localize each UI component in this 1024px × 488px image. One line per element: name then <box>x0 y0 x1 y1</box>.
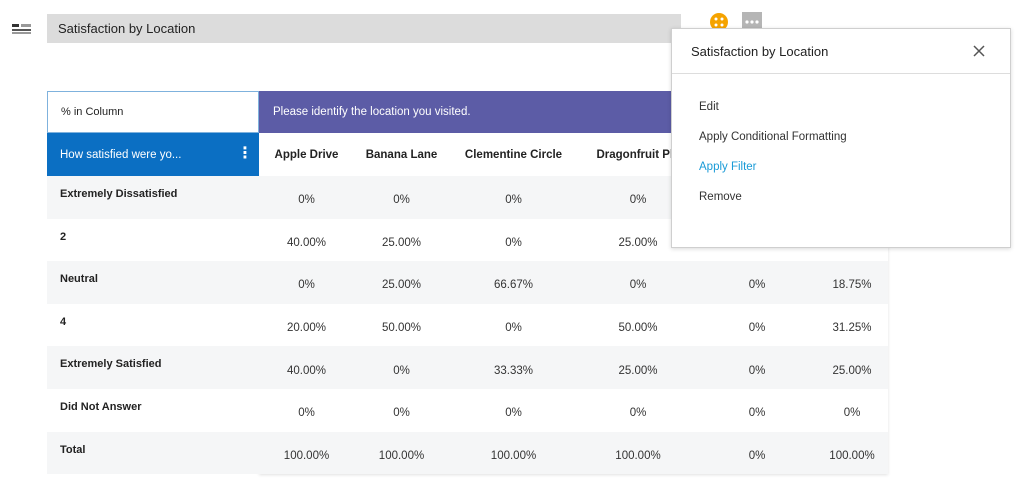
table-cell: 0% <box>505 194 522 207</box>
column-header: Clementine Circle <box>449 133 578 176</box>
table-cell: 0% <box>629 407 647 420</box>
table-cell: 100.00% <box>283 449 330 462</box>
widget-icon[interactable] <box>12 24 31 35</box>
table-cell: 25.00% <box>381 236 421 249</box>
menu-title: Satisfaction by Location <box>691 43 829 59</box>
table-cell: 0% <box>393 194 410 207</box>
table-cell: 25.00% <box>381 279 421 292</box>
row-background <box>47 261 888 304</box>
table-cell: 33.33% <box>493 364 533 377</box>
table-cell: 0% <box>748 364 766 377</box>
table-cell: 50.00% <box>618 322 658 335</box>
table-cell: 0% <box>298 279 315 292</box>
menu-header: Satisfaction by Location <box>672 29 1010 74</box>
table-cell: 66.67% <box>493 279 533 292</box>
table-cell: 100.00% <box>490 449 537 462</box>
row-background <box>47 431 888 475</box>
row-background <box>47 303 888 347</box>
row-background <box>47 389 888 432</box>
table-cell: 0% <box>298 407 315 420</box>
row-label: Total <box>60 443 86 456</box>
table-cell: 0% <box>298 194 315 207</box>
menu-item[interactable]: Apply Conditional Formatting <box>699 131 847 143</box>
table-cell: 40.00% <box>286 364 326 377</box>
column-header: Apple Drive <box>259 133 354 176</box>
table-cell: 31.25% <box>832 322 872 335</box>
table-cell: 25.00% <box>618 364 658 377</box>
close-button[interactable] <box>973 45 985 57</box>
table-cell: 25.00% <box>832 364 872 377</box>
table-cell: 0% <box>748 322 766 335</box>
row-label: Did Not Answer <box>60 401 142 414</box>
table-cell: 0% <box>748 279 766 292</box>
table-cell: 20.00% <box>286 322 326 335</box>
column-header: Banana Lane <box>354 133 449 176</box>
table-cell: 50.00% <box>381 322 421 335</box>
table-cell: 18.75% <box>832 279 872 292</box>
row-label: Extremely Satisfied <box>60 358 162 371</box>
menu-item[interactable]: Remove <box>699 191 742 203</box>
table-cell: 0% <box>843 407 861 420</box>
widget-title: Satisfaction by Location <box>58 21 196 36</box>
widget-title-bar: Satisfaction by Location <box>47 14 681 43</box>
row-header-menu[interactable]: ⋮ <box>237 145 253 162</box>
row-label: Extremely Dissatisfied <box>60 188 178 201</box>
table-cell: 25.00% <box>618 236 658 249</box>
table-cell: 100.00% <box>615 449 661 462</box>
table-cell: 40.00% <box>286 236 326 249</box>
table-cell: 0% <box>505 322 522 335</box>
table-cell: 0% <box>505 236 522 249</box>
table-cell: 100.00% <box>829 449 875 462</box>
table-cell: 0% <box>748 407 766 420</box>
table-cell: 0% <box>393 364 410 377</box>
row-header: How satisfied were yo... <box>47 133 259 176</box>
menu-item[interactable]: Apply Filter <box>699 161 757 173</box>
table-cell: 0% <box>629 279 647 292</box>
table-cell: 0% <box>505 407 522 420</box>
table-cell: 100.00% <box>378 449 425 462</box>
row-label: 4 <box>60 315 67 328</box>
table-cell: 0% <box>629 194 647 207</box>
table-cell: 0% <box>748 449 766 462</box>
status-icon[interactable] <box>709 12 729 32</box>
context-menu: Satisfaction by Location Edit Apply Condi… <box>671 28 1011 248</box>
row-background <box>47 346 888 389</box>
row-label: Neutral <box>60 273 98 286</box>
corner-cell: % in Column <box>47 91 259 133</box>
row-label: 2 <box>60 230 67 243</box>
table-cell: 0% <box>393 407 410 420</box>
more-button[interactable] <box>742 12 762 32</box>
menu-item[interactable]: Edit <box>699 101 719 113</box>
